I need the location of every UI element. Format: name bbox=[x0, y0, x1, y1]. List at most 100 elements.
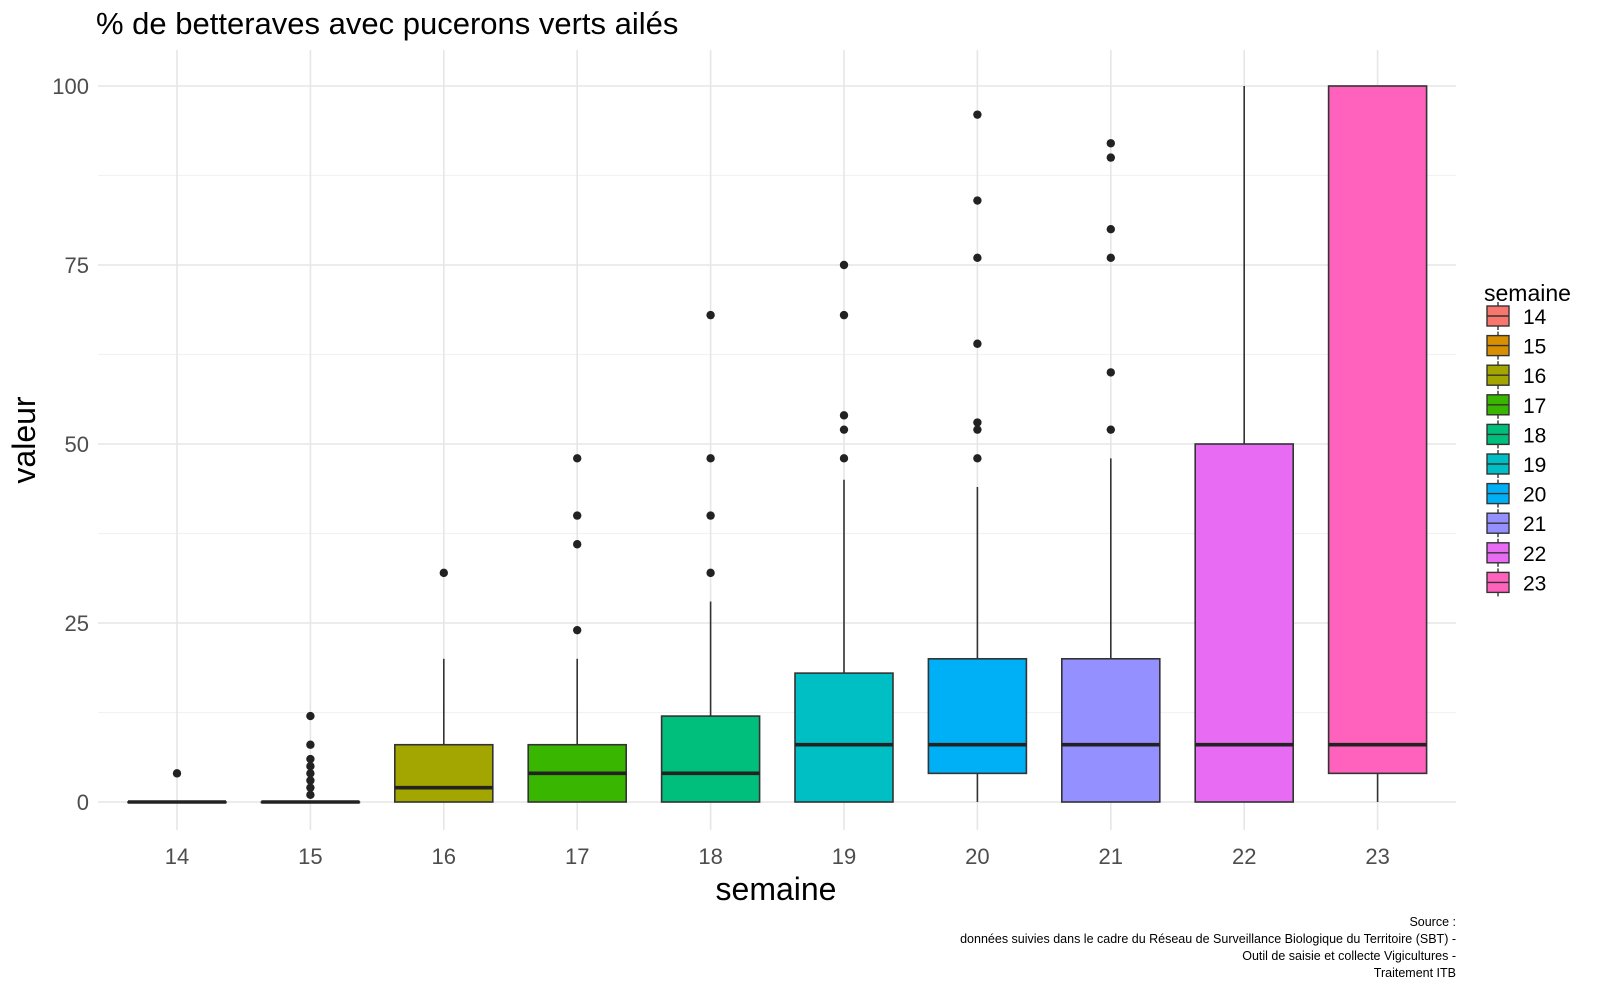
caption-line: données suivies dans le cadre du Réseau … bbox=[960, 932, 1456, 946]
outlier-point bbox=[306, 754, 315, 764]
box bbox=[1194, 443, 1294, 803]
y-axis-title: valeur bbox=[6, 396, 42, 484]
legend-label: 22 bbox=[1523, 543, 1546, 566]
y-tick-label: 75 bbox=[65, 253, 89, 278]
box-group-semaine-17 bbox=[527, 454, 628, 803]
outlier-point bbox=[706, 511, 715, 520]
x-tick-label: 15 bbox=[298, 844, 322, 869]
box bbox=[927, 657, 1028, 775]
y-tick-label: 100 bbox=[52, 74, 89, 99]
x-axis-ticks: 14 15 16 17 18 19 20 21 22 23 bbox=[165, 844, 1390, 869]
outlier-point bbox=[1106, 153, 1116, 162]
boxes bbox=[127, 85, 1428, 804]
caption-line: Traitement ITB bbox=[1374, 966, 1456, 980]
x-tick-label: 18 bbox=[698, 844, 722, 869]
box-group-semaine-18 bbox=[660, 310, 761, 803]
outlier-point bbox=[839, 411, 849, 420]
legend-item: 21 bbox=[1486, 509, 1546, 538]
outlier-point bbox=[973, 418, 982, 427]
outlier-point bbox=[973, 110, 982, 119]
x-tick-label: 17 bbox=[565, 844, 589, 869]
source-caption: Source : données suivies dans le cadre d… bbox=[960, 915, 1456, 980]
outlier-point bbox=[973, 454, 982, 463]
legend-title: semaine bbox=[1484, 280, 1571, 306]
box bbox=[1327, 85, 1428, 775]
legend-item: 16 bbox=[1486, 361, 1546, 390]
legend-label: 21 bbox=[1523, 513, 1546, 536]
outlier-point bbox=[973, 253, 982, 263]
y-tick-label: 25 bbox=[65, 611, 89, 636]
box-group-semaine-14 bbox=[127, 769, 227, 804]
legend-label: 16 bbox=[1523, 365, 1546, 388]
legend-item: 18 bbox=[1486, 420, 1546, 449]
box-group-semaine-21 bbox=[1061, 139, 1161, 803]
legend-item: 20 bbox=[1486, 479, 1546, 508]
x-tick-label: 16 bbox=[432, 844, 456, 869]
outlier-point bbox=[306, 762, 315, 771]
outlier-point bbox=[573, 540, 582, 549]
outlier-point bbox=[1106, 139, 1116, 148]
outlier-point bbox=[839, 260, 849, 270]
legend-label: 17 bbox=[1523, 395, 1546, 418]
legend-label: 19 bbox=[1523, 454, 1546, 477]
box-group-semaine-16 bbox=[393, 568, 494, 803]
legend-item: 22 bbox=[1486, 538, 1546, 567]
outlier-point bbox=[1106, 368, 1116, 377]
caption-line: Source : bbox=[1409, 915, 1456, 929]
y-tick-label: 50 bbox=[65, 432, 89, 457]
box bbox=[660, 715, 761, 803]
box bbox=[1061, 657, 1161, 803]
outlier-point bbox=[973, 196, 982, 205]
x-tick-label: 23 bbox=[1365, 844, 1389, 869]
outlier-point bbox=[973, 425, 982, 434]
chart-title: % de betteraves avec pucerons verts ailé… bbox=[96, 6, 678, 41]
legend-item: 23 bbox=[1486, 568, 1546, 597]
outlier-point bbox=[1106, 425, 1116, 434]
y-axis-ticks: 0 25 50 75 100 bbox=[52, 74, 89, 815]
x-axis-title: semaine bbox=[716, 871, 837, 907]
legend-label: 15 bbox=[1523, 336, 1546, 359]
x-tick-label: 14 bbox=[165, 844, 189, 869]
legend-item: 14 bbox=[1486, 302, 1547, 330]
outlier-point bbox=[306, 740, 315, 749]
caption-line: Outil de saisie et collecte Vigicultures… bbox=[1242, 949, 1456, 963]
outlier-point bbox=[706, 310, 715, 320]
outlier-point bbox=[306, 711, 315, 721]
outlier-point bbox=[306, 790, 315, 800]
x-tick-label: 20 bbox=[965, 844, 989, 869]
outlier-point bbox=[306, 783, 315, 792]
box-group-semaine-15 bbox=[260, 711, 361, 804]
outlier-point bbox=[1106, 225, 1116, 234]
outlier-point bbox=[573, 454, 582, 463]
legend: semaine 14 15 16 17 18 19 20 21 22 23 bbox=[1484, 280, 1571, 597]
outlier-point bbox=[706, 454, 715, 463]
outlier-point bbox=[306, 776, 315, 785]
outlier-point bbox=[973, 339, 982, 348]
legend-item: 15 bbox=[1486, 331, 1546, 360]
outlier-point bbox=[573, 625, 582, 635]
x-tick-label: 22 bbox=[1232, 844, 1256, 869]
x-tick-label: 19 bbox=[832, 844, 856, 869]
box-group-semaine-22 bbox=[1194, 86, 1294, 803]
outlier-point bbox=[839, 454, 849, 463]
x-tick-label: 21 bbox=[1099, 844, 1123, 869]
box-group-semaine-20 bbox=[927, 110, 1028, 802]
legend-item: 17 bbox=[1486, 390, 1546, 419]
outlier-point bbox=[1106, 253, 1116, 263]
legend-item: 19 bbox=[1486, 450, 1546, 478]
legend-label: 23 bbox=[1523, 572, 1546, 595]
legend-label: 20 bbox=[1523, 484, 1546, 507]
outlier-point bbox=[439, 568, 448, 578]
outlier-point bbox=[839, 310, 849, 320]
outlier-point bbox=[839, 425, 849, 434]
box-group-semaine-23 bbox=[1327, 85, 1428, 802]
box-group-semaine-19 bbox=[794, 260, 894, 803]
legend-label: 18 bbox=[1523, 424, 1546, 447]
outlier-point bbox=[706, 568, 715, 578]
box bbox=[794, 672, 894, 803]
legend-label: 14 bbox=[1523, 306, 1547, 329]
y-tick-label: 0 bbox=[77, 790, 89, 815]
box bbox=[393, 743, 494, 803]
outlier-point bbox=[573, 511, 582, 520]
